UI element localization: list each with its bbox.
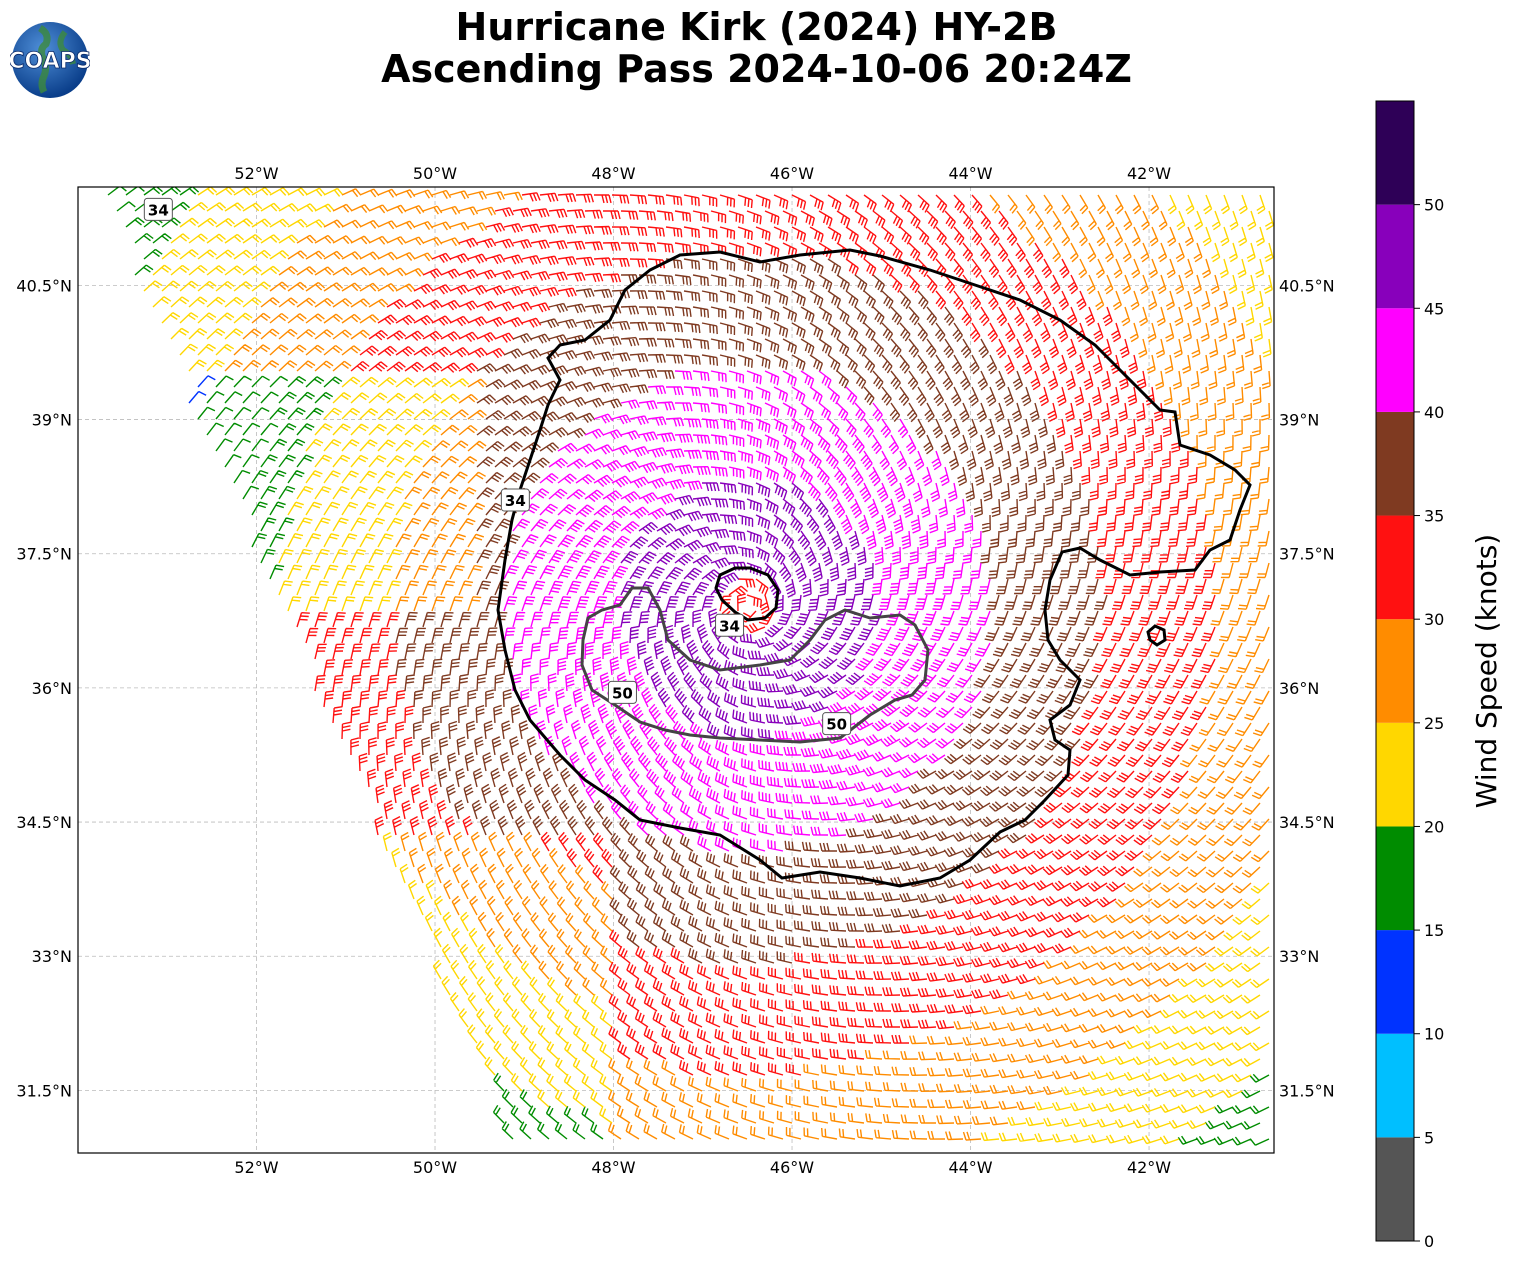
lon-tick-bottom: 42°W [1127, 1158, 1171, 1177]
contour-label: 50 [607, 680, 637, 704]
lon-tick-bottom: 46°W [770, 1158, 814, 1177]
colorbar-segment [1376, 411, 1414, 516]
colorbar-segment [1376, 204, 1414, 309]
lon-tick-top: 46°W [770, 164, 814, 183]
lat-tick-left: 37.5°N [16, 545, 72, 564]
svg-text:34: 34 [505, 492, 526, 510]
colorbar-segment [1376, 101, 1414, 205]
lat-tick-right: 37.5°N [1279, 545, 1335, 564]
colorbar-frame [1375, 100, 1415, 1242]
wind-barb-group [620, 482, 883, 740]
contour-label: 34 [500, 488, 530, 512]
colorbar-tick-label: 40 [1424, 403, 1444, 422]
wind-barb-group [107, 187, 1270, 1146]
colorbar-tick-label: 30 [1424, 610, 1444, 629]
colorbar-tick-label: 25 [1424, 714, 1444, 733]
contour-34kt-small [1146, 624, 1167, 647]
wind-barb-group [143, 187, 1274, 1145]
lon-tick-top: 48°W [591, 164, 635, 183]
lat-tick-left: 31.5°N [16, 1081, 72, 1100]
contour-labels: 34 34 34 50 50 [143, 197, 852, 736]
lon-tick-top: 50°W [413, 164, 457, 183]
lat-tick-right: 40.5°N [1279, 276, 1335, 295]
lat-tick-right: 33°N [1279, 947, 1319, 966]
coaps-logo: COAPS [10, 22, 90, 98]
wind-barb-group [224, 188, 1271, 1141]
contour-34kt-outer [496, 248, 1252, 888]
lon-tick-bottom: 44°W [948, 1158, 992, 1177]
contour-label: 34 [715, 613, 745, 637]
colorbar-segment [1376, 1137, 1414, 1241]
globe-icon [12, 22, 88, 98]
svg-text:50: 50 [612, 684, 633, 702]
logo-text: COAPS [10, 49, 90, 74]
wind-barb-group [188, 375, 216, 404]
lon-tick-bottom: 50°W [413, 1158, 457, 1177]
colorbar-tick-label: 20 [1424, 817, 1444, 836]
lon-tick-top: 42°W [1127, 164, 1171, 183]
colorbar-tick-label: 0 [1424, 1232, 1434, 1251]
lon-tick-bottom: 48°W [591, 1158, 635, 1177]
colorbar-tick-label: 15 [1424, 921, 1444, 940]
lat-tick-left: 39°N [32, 411, 72, 430]
wind-barbs [107, 187, 1274, 1146]
colorbar-tick-label: 50 [1424, 196, 1444, 215]
colorbar-segment [1376, 308, 1414, 412]
lon-tick-bottom: 52°W [234, 1158, 278, 1177]
map-frame [77, 186, 1275, 1154]
colorbar-tick-label: 5 [1424, 1128, 1434, 1147]
wind-barb-group [503, 370, 991, 852]
colorbar-tick-label: 35 [1424, 507, 1444, 526]
colorbar-segment [1376, 619, 1414, 723]
contour-label: 34 [143, 197, 173, 221]
colorbar-segment [1376, 1033, 1414, 1138]
wind-barb-group [296, 192, 1216, 1076]
lon-tick-top: 52°W [234, 164, 278, 183]
axis-tick-labels: 52°W 52°W 50°W 50°W 48°W 48°W 46°W 46°W 44°W 44°W… [16, 164, 1334, 1177]
colorbar-segment [1376, 930, 1414, 1034]
lat-tick-left: 33°N [32, 947, 72, 966]
contour-50kt [580, 586, 930, 744]
contour-label: 50 [822, 712, 852, 736]
svg-text:34: 34 [719, 617, 740, 635]
lat-tick-right: 36°N [1279, 679, 1319, 698]
colorbar-segment [1376, 515, 1414, 620]
lat-tick-left: 40.5°N [16, 276, 72, 295]
lat-tick-left: 34.5°N [16, 813, 72, 832]
colorbar-tick-label: 10 [1424, 1025, 1444, 1044]
title-line-2: Ascending Pass 2024-10-06 20:24Z [381, 47, 1132, 91]
lat-tick-right: 31.5°N [1279, 1081, 1335, 1100]
lon-tick-top: 44°W [948, 164, 992, 183]
colorbar-tick-label: 45 [1424, 299, 1444, 318]
colorbar-label: Wind Speed (knots) [1470, 534, 1503, 808]
wind-contours [496, 248, 1252, 888]
title-line-1: Hurricane Kirk (2024) HY-2B [455, 5, 1058, 49]
lat-tick-left: 36°N [32, 679, 72, 698]
lat-tick-right: 34.5°N [1279, 813, 1335, 832]
wind-barb-group [395, 258, 1108, 964]
lat-tick-right: 39°N [1279, 411, 1319, 430]
svg-text:50: 50 [826, 716, 847, 734]
contour-34kt-eye [714, 566, 780, 622]
chart-title: Hurricane Kirk (2024) HY-2B Ascending Pa… [0, 6, 1513, 90]
colorbar: 0 5 10 15 20 25 30 35 40 45 50 Wind Speed (knots) [1375, 100, 1503, 1251]
colorbar-segment [1376, 826, 1414, 931]
svg-text:34: 34 [148, 201, 169, 219]
colorbar-segment [1376, 722, 1414, 827]
